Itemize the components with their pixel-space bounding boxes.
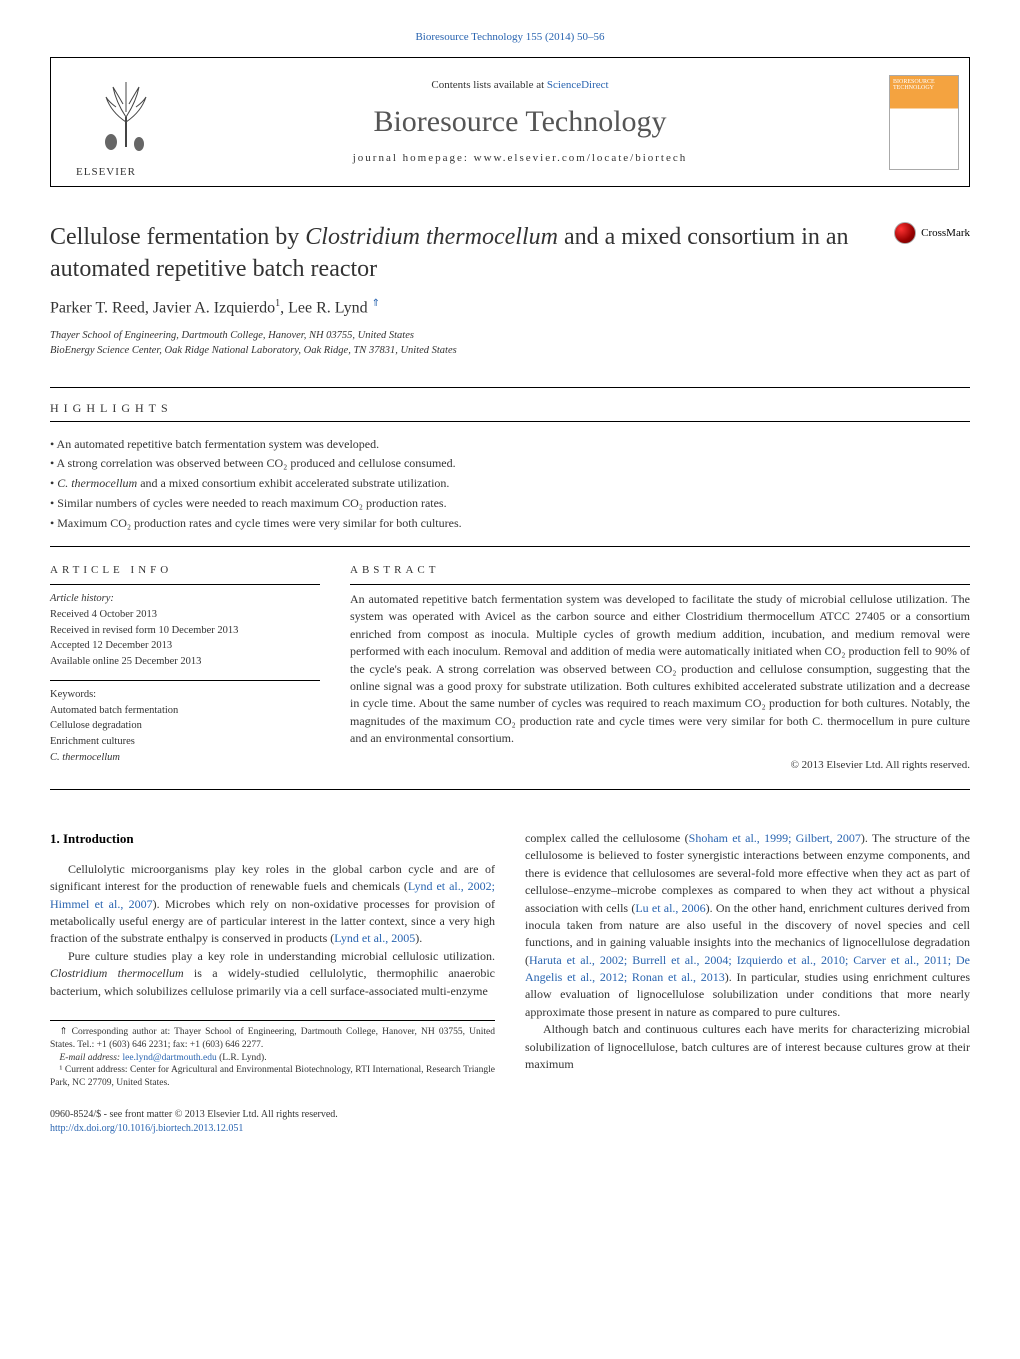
email-suffix: (L.R. Lynd).: [217, 1053, 267, 1063]
elsevier-label: ELSEVIER: [51, 165, 161, 180]
cover-title-text: BIORESOURCE TECHNOLOGY: [890, 76, 958, 95]
contents-available-text: Contents lists available at ScienceDirec…: [431, 78, 608, 93]
journal-title: Bioresource Technology: [373, 101, 666, 143]
keyword: C. thermocellum: [50, 750, 320, 766]
contents-label: Contents lists available at: [431, 79, 546, 91]
crossmark-icon: [894, 222, 916, 244]
highlight-item: Maximum CO₂ production rates and cycle t…: [50, 515, 970, 532]
citation-link[interactable]: Bioresource Technology 155 (2014) 50–56: [50, 30, 970, 45]
journal-homepage: journal homepage: www.elsevier.com/locat…: [353, 151, 688, 166]
title-part-1: Cellulose fermentation by: [50, 224, 305, 250]
footer-issn: 0960-8524/$ - see front matter © 2013 El…: [50, 1108, 495, 1122]
highlight-item: C. thermocellum and a mixed consortium e…: [50, 475, 970, 492]
affiliations: Thayer School of Engineering, Dartmouth …: [50, 329, 970, 358]
ref-link[interactable]: Haruta et al., 2002; Burrell et al., 200…: [525, 953, 970, 984]
abstract-heading: ABSTRACT: [350, 563, 970, 578]
homepage-label: journal homepage:: [353, 152, 474, 164]
authors: Parker T. Reed, Javier A. Izquierdo1, Le…: [50, 297, 970, 320]
ref-link[interactable]: Shoham et al., 1999; Gilbert, 2007: [689, 831, 861, 845]
affiliation-2: BioEnergy Science Center, Oak Ridge Nati…: [50, 344, 970, 359]
highlight-item: A strong correlation was observed betwee…: [50, 455, 970, 472]
email-label: E-mail address:: [60, 1053, 123, 1063]
footnote-email: E-mail address: lee.lynd@dartmouth.edu (…: [50, 1052, 495, 1065]
crossmark-badge[interactable]: CrossMark: [894, 222, 970, 244]
history-revised: Received in revised form 10 December 201…: [50, 623, 320, 639]
keyword: Enrichment cultures: [50, 734, 320, 750]
highlights-heading: HIGHLIGHTS: [50, 400, 970, 417]
ref-link[interactable]: Lynd et al., 2005: [334, 931, 415, 945]
body-para: complex called the cellulosome (Shoham e…: [525, 830, 970, 1021]
journal-header-center: Contents lists available at ScienceDirec…: [161, 58, 879, 186]
journal-header: ELSEVIER Contents lists available at Sci…: [50, 57, 970, 187]
history-label: Article history:: [50, 591, 320, 607]
article-info-heading: ARTICLE INFO: [50, 563, 320, 578]
abstract-column: ABSTRACT An automated repetitive batch f…: [350, 563, 970, 773]
crossmark-label: CrossMark: [921, 226, 970, 241]
highlight-item: An automated repetitive batch fermentati…: [50, 436, 970, 453]
elsevier-tree-icon: [91, 58, 161, 165]
history-received: Received 4 October 2013: [50, 607, 320, 623]
footnotes: ⇑ Corresponding author at: Thayer School…: [50, 1020, 495, 1090]
keywords-label: Keywords:: [50, 687, 320, 703]
highlight-item: Similar numbers of cycles were needed to…: [50, 495, 970, 512]
title-italic: Clostridium thermocellum: [305, 224, 558, 250]
body-right-column: complex called the cellulosome (Shoham e…: [525, 830, 970, 1136]
body-para: Although batch and continuous cultures e…: [525, 1021, 970, 1073]
article-title: Cellulose fermentation by Clostridium th…: [50, 222, 970, 284]
sciencedirect-link[interactable]: ScienceDirect: [547, 79, 609, 91]
elsevier-logo: ELSEVIER: [51, 58, 161, 186]
homepage-url[interactable]: www.elsevier.com/locate/biortech: [474, 152, 688, 164]
body-left-column: 1. Introduction Cellulolytic microorgani…: [50, 830, 495, 1136]
footer: 0960-8524/$ - see front matter © 2013 El…: [50, 1108, 495, 1136]
journal-cover-thumbnail: BIORESOURCE TECHNOLOGY: [879, 58, 969, 186]
ref-link[interactable]: Lu et al., 2006: [635, 901, 705, 915]
keywords-block: Keywords: Automated batch fermentation C…: [50, 680, 320, 766]
history-available: Available online 25 December 2013: [50, 654, 320, 670]
corresponding-star: ⇑: [372, 298, 380, 309]
authors-first: Parker T. Reed, Javier A. Izquierdo: [50, 299, 275, 316]
abstract-copyright: © 2013 Elsevier Ltd. All rights reserved…: [350, 758, 970, 773]
intro-heading: 1. Introduction: [50, 830, 495, 849]
body-para: Pure culture studies play a key role in …: [50, 948, 495, 1000]
email-link[interactable]: lee.lynd@dartmouth.edu: [122, 1053, 216, 1063]
abstract-text: An automated repetitive batch fermentati…: [350, 584, 970, 748]
keyword: Automated batch fermentation: [50, 703, 320, 719]
keyword: Cellulose degradation: [50, 718, 320, 734]
history-accepted: Accepted 12 December 2013: [50, 638, 320, 654]
article-info-column: ARTICLE INFO Article history: Received 4…: [50, 563, 320, 773]
ref-link[interactable]: Lynd et al., 2002; Himmel et al., 2007: [50, 879, 495, 910]
footnote-1: ¹ Current address: Center for Agricultur…: [50, 1064, 495, 1090]
footnote-corr: ⇑ Corresponding author at: Thayer School…: [50, 1026, 495, 1052]
footer-doi-link[interactable]: http://dx.doi.org/10.1016/j.biortech.201…: [50, 1122, 495, 1136]
affiliation-1: Thayer School of Engineering, Dartmouth …: [50, 329, 970, 344]
body-para: Cellulolytic microorganisms play key rol…: [50, 861, 495, 948]
article-history: Article history: Received 4 October 2013…: [50, 584, 320, 670]
highlights-list: An automated repetitive batch fermentati…: [50, 436, 970, 532]
author-last: , Lee R. Lynd: [280, 299, 368, 316]
